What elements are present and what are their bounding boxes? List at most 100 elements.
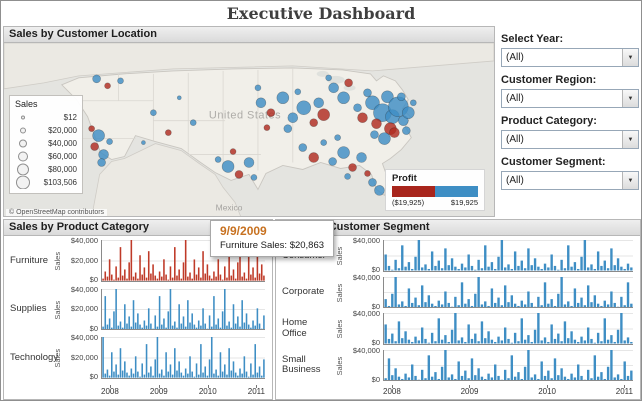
sales-bubble[interactable] (141, 140, 146, 145)
sales-bubble[interactable] (90, 142, 99, 151)
sales-bubble[interactable] (344, 78, 353, 88)
sales-bubble[interactable] (276, 91, 290, 105)
size-legend-label: $103,506 (43, 178, 77, 187)
chevron-down-icon[interactable]: ▼ (622, 131, 638, 148)
sales-bubble[interactable] (189, 119, 197, 126)
sales-bubble[interactable] (98, 149, 109, 160)
size-legend-label: $12 (63, 113, 77, 122)
sales-bubble[interactable] (97, 158, 106, 167)
sales-bubble[interactable] (296, 100, 312, 116)
map-attribution[interactable]: © OpenStreetMap contributors (6, 209, 108, 216)
filter-group-year: Select Year: (All) ▼ (501, 33, 639, 67)
sales-bubble[interactable] (176, 95, 182, 101)
sales-bubble[interactable] (410, 99, 417, 107)
sales-bubble[interactable] (348, 163, 357, 172)
sales-bubble[interactable] (255, 97, 267, 109)
sales-bubble[interactable] (309, 118, 318, 127)
sales-bubble[interactable] (328, 157, 337, 166)
size-legend-circle-icon (19, 139, 27, 148)
sales-bubble[interactable] (368, 178, 377, 187)
profit-positive-swatch (435, 186, 478, 197)
size-legend-circle-icon (21, 115, 25, 120)
sales-bubble[interactable] (254, 84, 262, 92)
basemap-svg[interactable]: United States Mexico (4, 43, 494, 217)
technology-sales-chart[interactable] (101, 337, 265, 379)
home-office-sales-chart[interactable] (383, 313, 633, 345)
chevron-down-icon[interactable]: ▼ (622, 90, 638, 107)
sales-bubble[interactable] (397, 92, 406, 102)
sales-bubble[interactable] (320, 139, 327, 146)
category-label-technology: Technology (10, 351, 59, 363)
sales-bubble[interactable] (357, 112, 368, 123)
sales-bubble[interactable] (378, 132, 391, 145)
sales-bubble[interactable] (263, 124, 271, 131)
sales-bubble[interactable] (356, 152, 367, 163)
sales-bubble[interactable] (334, 134, 341, 141)
sales-bubble[interactable] (92, 74, 101, 84)
sales-bubble[interactable] (106, 138, 113, 145)
y-axis-ticks: $40,000 $0 (352, 309, 380, 347)
sales-bubble[interactable] (294, 88, 302, 96)
sales-bubble[interactable] (389, 127, 400, 138)
sales-bubble[interactable] (337, 146, 350, 159)
size-legend-item: $20,000 (15, 124, 77, 137)
profit-positive-label: $19,925 (450, 198, 478, 207)
size-legend-items: $12 $20,000 $40,000 $60,000 $80,000 $103,506 (15, 111, 77, 189)
sales-bubble[interactable] (266, 108, 276, 117)
region-filter-dropdown[interactable]: (All) ▼ (501, 89, 639, 108)
tooltip-value: Furniture Sales: $20,863 (220, 240, 325, 251)
corporate-sales-chart[interactable] (383, 276, 633, 308)
sales-bubble[interactable] (328, 82, 339, 94)
sales-bubble[interactable] (308, 152, 319, 163)
sales-bubble[interactable] (214, 156, 222, 163)
tooltip-date: 9/9/2009 (220, 224, 267, 238)
sales-bubble[interactable] (243, 157, 255, 168)
sales-bubble[interactable] (402, 126, 411, 135)
supplies-sales-chart[interactable] (101, 288, 265, 331)
sales-bubble[interactable] (402, 106, 415, 119)
mexico-landmass (91, 143, 241, 216)
sales-bubble[interactable] (344, 173, 351, 180)
sales-bubble[interactable] (364, 170, 371, 177)
sales-bubble[interactable] (117, 77, 124, 85)
sales-bubble[interactable] (234, 170, 244, 179)
customer-segment-panel: Sales by Customer Segment Consumer Sales… (275, 219, 641, 400)
sales-bubble[interactable] (229, 148, 237, 155)
sales-bubble[interactable] (250, 174, 258, 181)
sales-bubble[interactable] (374, 185, 385, 196)
segment-filter-dropdown[interactable]: (All) ▼ (501, 171, 639, 190)
sales-bubble[interactable] (363, 88, 372, 98)
small-business-sales-chart[interactable] (383, 349, 633, 381)
size-legend-item: $40,000 (15, 137, 77, 150)
sales-bubble[interactable] (283, 124, 293, 133)
sales-bubble[interactable] (150, 109, 157, 116)
consumer-sales-chart[interactable] (383, 240, 633, 272)
year-filter-dropdown[interactable]: (All) ▼ (501, 48, 639, 67)
sales-bubble[interactable] (371, 118, 382, 129)
size-legend-item: $103,506 (15, 176, 77, 189)
chevron-down-icon[interactable]: ▼ (622, 49, 638, 66)
sales-bubble[interactable] (353, 103, 362, 113)
sales-bubble[interactable] (92, 129, 105, 142)
category-label-furniture: Furniture (10, 254, 49, 266)
sales-bubble[interactable] (365, 95, 380, 111)
sales-bubble[interactable] (325, 74, 332, 82)
sales-bubble[interactable] (221, 160, 235, 173)
sales-bubble[interactable] (104, 82, 111, 90)
sales-bubble[interactable] (88, 125, 95, 132)
category-filter-dropdown[interactable]: (All) ▼ (501, 130, 639, 149)
sales-bubble[interactable] (287, 112, 299, 123)
sales-bubble[interactable] (370, 130, 379, 139)
sales-bubble[interactable] (317, 108, 330, 121)
sales-bubbles[interactable] (88, 74, 417, 196)
profit-color-ramp (392, 186, 478, 197)
sales-bubble[interactable] (381, 90, 394, 104)
us-map[interactable]: United States Mexico Sales $12 $20,000 $40… (4, 43, 494, 217)
chevron-down-icon[interactable]: ▼ (622, 172, 638, 189)
sales-bubble[interactable] (165, 129, 172, 136)
hover-tooltip: 9/9/2009 Furniture Sales: $20,863 (210, 220, 335, 257)
sales-bubble[interactable] (298, 143, 308, 152)
filter-group-category: Product Category: (All) ▼ (501, 115, 639, 149)
sales-bubble[interactable] (313, 97, 324, 109)
sales-bubble[interactable] (337, 91, 350, 105)
